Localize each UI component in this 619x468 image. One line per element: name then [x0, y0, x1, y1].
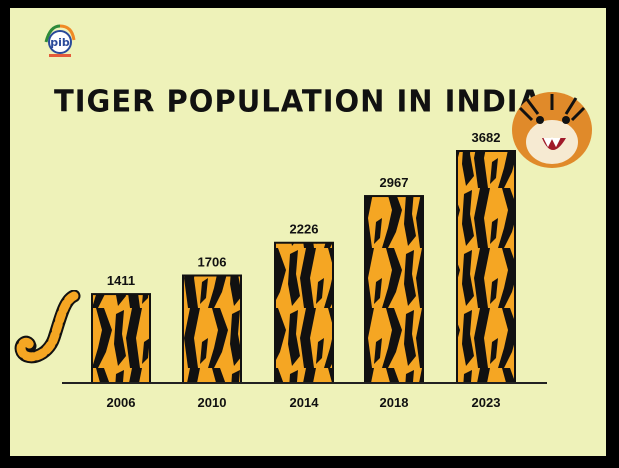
x-tick-label-2023: 2023 — [472, 395, 501, 410]
x-tick-label-2010: 2010 — [198, 395, 227, 410]
chart-frame: pib TIGER POPULATION IN INDIA 1411 2006 17… — [10, 8, 606, 456]
bar-2006 — [91, 293, 151, 384]
data-label-2006: 1411 — [107, 273, 135, 288]
data-label-2014: 2226 — [290, 222, 319, 237]
bar-2014 — [274, 241, 334, 384]
tiger-tail-icon — [14, 290, 81, 364]
logo-text: pib — [50, 36, 70, 49]
x-tick-label-2014: 2014 — [290, 395, 320, 410]
bar-2023 — [456, 150, 516, 384]
x-tick-label-2018: 2018 — [380, 395, 409, 410]
bar-chart: 1411 2006 1706 2010 2226 2014 2967 2018 3682 2023 — [62, 130, 547, 410]
bar-2010 — [182, 274, 242, 385]
data-label-2010: 1706 — [198, 255, 227, 270]
x-tick-label-2006: 2006 — [107, 395, 136, 410]
pib-logo-icon: pib — [44, 24, 76, 57]
tiger-head-icon — [512, 92, 592, 168]
bar-2018 — [364, 195, 424, 384]
chart-title: TIGER POPULATION IN INDIA — [53, 83, 543, 119]
data-label-2018: 2967 — [380, 175, 409, 190]
data-label-2023: 3682 — [472, 130, 501, 145]
